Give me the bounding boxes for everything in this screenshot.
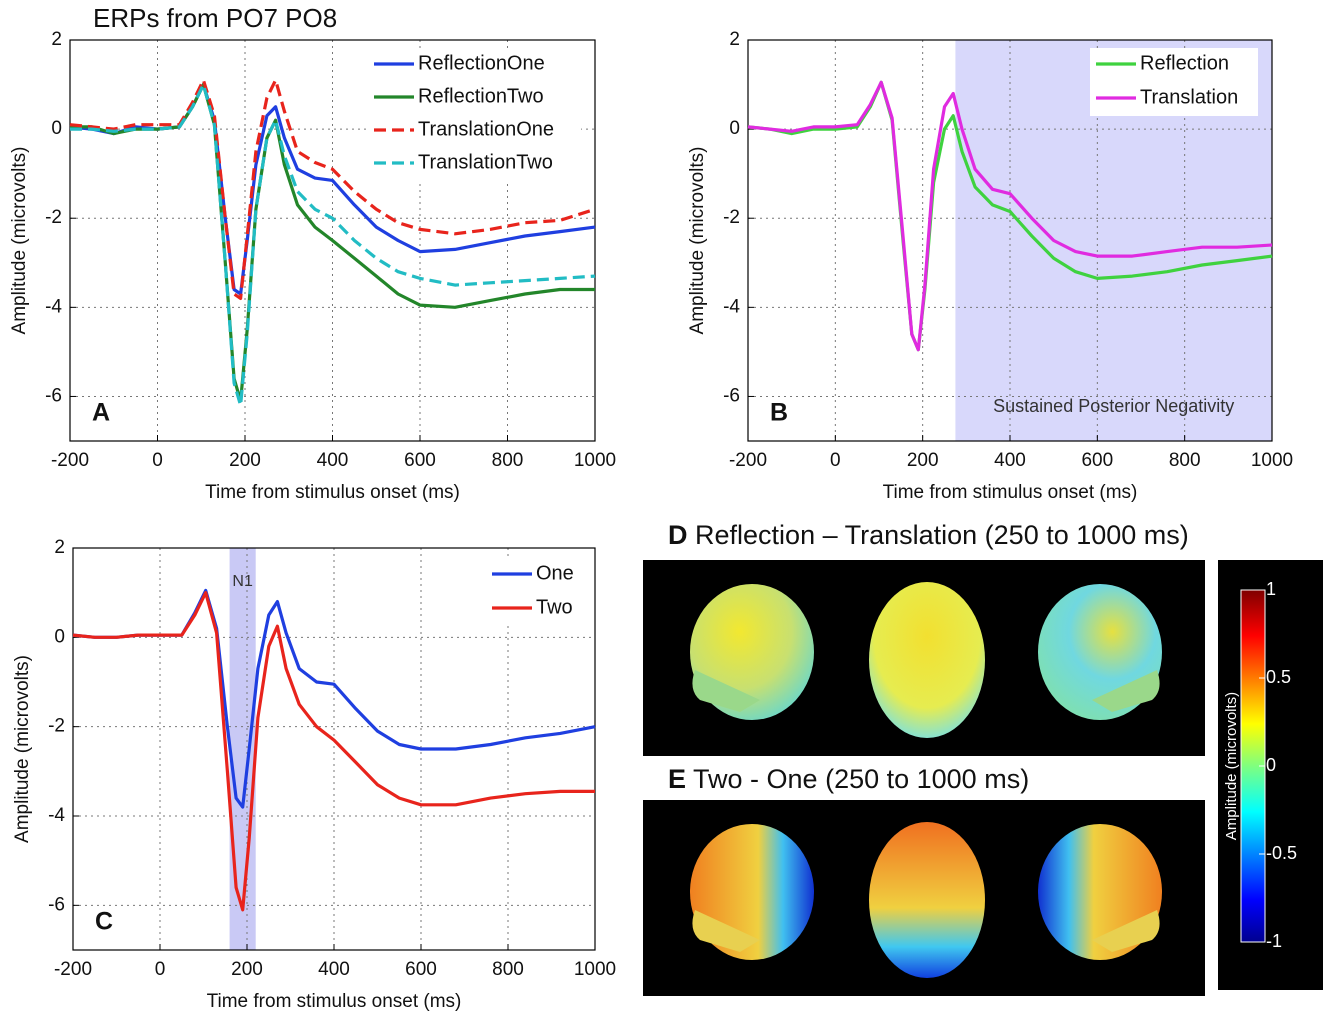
series-line [747,80,1273,352]
series-line [747,80,1273,352]
x-tick-label: 1000 [574,959,616,980]
colorbar-tick-label: 1 [1266,579,1276,599]
x-tick-label: 800 [492,959,524,980]
colorbar-tick-label: -0.5 [1266,843,1297,863]
x-axis-label: Time from stimulus onset (ms) [883,482,1138,503]
highlight-region [229,548,256,950]
x-tick-label: -200 [54,959,92,980]
plot-frame [69,39,596,442]
head-views [690,582,1162,738]
x-axis-label: Time from stimulus onset (ms) [205,482,460,503]
highlight-label: N1 [232,573,253,590]
panel-label: C [95,908,113,936]
x-axis-label: Time from stimulus onset (ms) [207,991,462,1012]
legend-box [368,48,581,180]
x-tick-label: 200 [229,450,261,471]
head-views [690,822,1162,978]
plot-frame [747,39,1273,442]
y-tick-label: 0 [51,118,62,139]
panel-label: B [770,399,788,427]
x-tick-label: 0 [155,959,166,980]
x-tick-label: 600 [1081,450,1113,471]
y-tick-label: -2 [723,207,740,228]
x-tick-label: 0 [830,450,841,471]
highlight-label: Sustained Posterior Negativity [993,396,1234,416]
series-line [72,591,595,912]
y-axis-label: Amplitude (microvolts) [12,655,33,843]
colorbar-tick-label: -1 [1266,931,1282,951]
legend-label: Translation [1140,86,1238,108]
x-tick-label: 0 [152,450,163,471]
y-tick-label: -2 [45,207,62,228]
legend-label: ReflectionOne [418,52,545,74]
legend-label: Reflection [1140,52,1229,74]
x-tick-label: 800 [492,450,524,471]
y-tick-label: -4 [48,805,65,826]
x-tick-label: 400 [318,959,350,980]
map-title: D Reflection – Translation (250 to 1000 … [668,520,1189,550]
x-tick-label: -200 [51,450,89,471]
x-tick-label: 200 [907,450,939,471]
y-tick-label: -6 [45,385,62,406]
y-tick-label: -4 [45,296,62,317]
x-tick-label: 600 [404,450,436,471]
y-tick-label: 2 [51,29,62,50]
y-tick-label: -2 [48,716,65,737]
y-tick-label: 2 [729,29,740,50]
x-tick-label: 800 [1169,450,1201,471]
colorbar-ticks: 1 0.5 0 -0.5 -1 [1259,579,1297,951]
series-line [70,83,596,407]
x-tick-label: 400 [994,450,1026,471]
legend-label: TranslationOne [418,118,554,140]
x-tick-label: 600 [405,959,437,980]
y-tick-label: -6 [723,385,740,406]
series-line [69,78,596,300]
legend-box [1090,48,1258,116]
series-line [70,83,595,403]
chart-title: ERPs from PO7 PO8 [93,3,337,33]
panel-label: A [92,399,110,427]
map-title: E Two - One (250 to 1000 ms) [668,764,1029,794]
legend-label: TranslationTwo [418,151,553,173]
colorbar-label: Amplitude (microvolts) [1223,692,1240,840]
map-title-text: Two - One (250 to 1000 ms) [693,764,1029,794]
legend-label: Two [536,596,573,618]
y-tick-label: -4 [723,296,740,317]
y-tick-label: -6 [48,894,65,915]
x-tick-label: 200 [231,959,263,980]
y-tick-label: 0 [54,626,65,647]
y-tick-label: 0 [729,118,740,139]
colorbar-panel [1218,560,1323,990]
x-tick-label: 1000 [574,450,616,471]
map-title-text: Reflection – Translation (250 to 1000 ms… [695,520,1189,550]
x-tick-label: 1000 [1251,450,1293,471]
legend-label: One [536,562,574,584]
colorbar-tick-label: 0.5 [1266,667,1291,687]
y-tick-label: 2 [54,537,65,558]
map-letter: E [668,764,686,794]
legend-box [486,558,581,626]
x-tick-label: 400 [317,450,349,471]
x-tick-label: -200 [729,450,767,471]
legend-label: ReflectionTwo [418,85,544,107]
plot-frame [72,547,596,951]
y-axis-label: Amplitude (microvolts) [9,147,30,335]
map-letter: D [668,520,688,550]
y-axis-label: Amplitude (microvolts) [687,147,708,335]
colorbar-tick-label: 0 [1266,755,1276,775]
